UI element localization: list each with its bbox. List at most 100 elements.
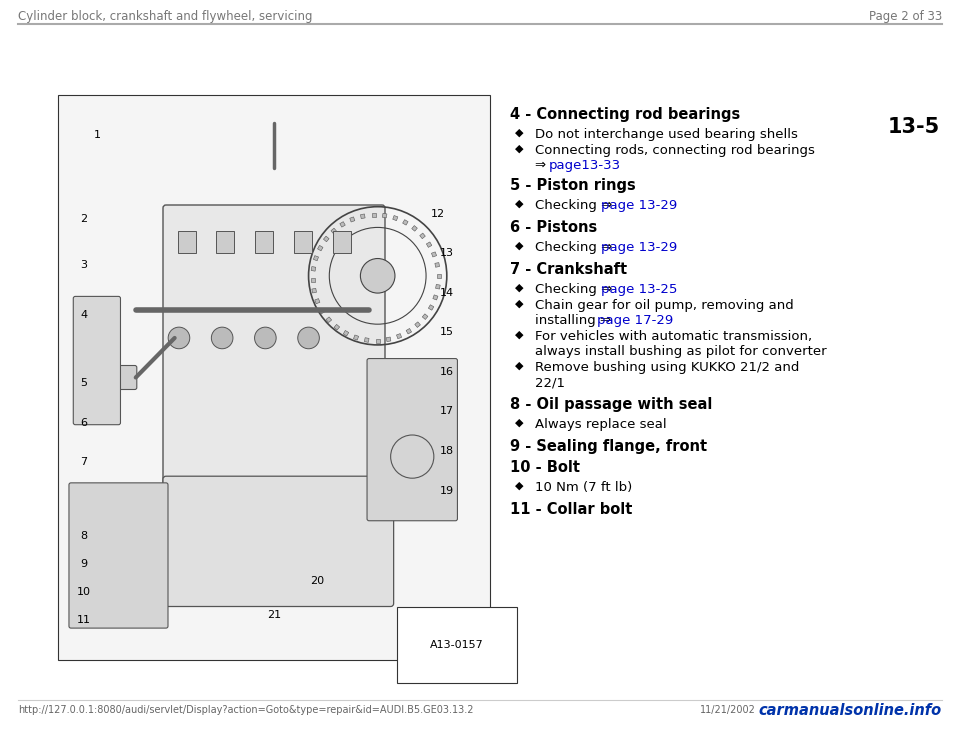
FancyBboxPatch shape (163, 205, 385, 493)
Text: carmanualsonline.info: carmanualsonline.info (758, 703, 942, 718)
Text: 11: 11 (77, 615, 91, 626)
Bar (313, 256, 319, 260)
Bar (437, 274, 441, 278)
Circle shape (168, 327, 190, 349)
Text: Checking ⇒: Checking ⇒ (535, 241, 616, 254)
Bar (372, 213, 375, 217)
Text: 7 - Crankshaft: 7 - Crankshaft (510, 262, 627, 277)
Circle shape (254, 327, 276, 349)
Text: 22/1: 22/1 (535, 376, 565, 389)
Text: A13-0157: A13-0157 (430, 640, 484, 650)
Circle shape (360, 258, 395, 293)
Bar (349, 217, 355, 222)
Text: 2: 2 (81, 214, 87, 224)
Text: Do not interchange used bearing shells: Do not interchange used bearing shells (535, 128, 798, 141)
Bar (431, 252, 437, 257)
Bar (318, 246, 323, 251)
Text: ◆: ◆ (515, 199, 523, 209)
Text: Always replace seal: Always replace seal (535, 418, 666, 431)
Text: 9 - Sealing flange, front: 9 - Sealing flange, front (510, 439, 708, 454)
Text: 6: 6 (81, 418, 87, 427)
Text: Cylinder block, crankshaft and flywheel, servicing: Cylinder block, crankshaft and flywheel,… (18, 10, 313, 23)
Text: ◆: ◆ (515, 241, 523, 251)
Text: Remove bushing using KUKKO 21/2 and: Remove bushing using KUKKO 21/2 and (535, 361, 800, 374)
Circle shape (211, 327, 233, 349)
Text: 10: 10 (77, 587, 91, 597)
Text: 8 - Oil passage with seal: 8 - Oil passage with seal (510, 397, 712, 412)
Text: always install bushing as pilot for converter: always install bushing as pilot for conv… (535, 345, 827, 358)
Bar (178, 232, 196, 253)
Bar (415, 322, 420, 327)
Bar (412, 226, 418, 232)
Bar (311, 278, 315, 282)
Text: 17: 17 (440, 407, 454, 416)
Text: ◆: ◆ (515, 330, 523, 340)
Text: 10 - Bolt: 10 - Bolt (510, 460, 580, 475)
Bar (312, 289, 317, 293)
Text: 21: 21 (267, 610, 281, 620)
Bar (320, 308, 325, 314)
Text: page 13-29: page 13-29 (601, 199, 677, 212)
Bar (386, 337, 391, 341)
Text: 13: 13 (440, 249, 454, 258)
Bar (361, 214, 365, 219)
Bar (382, 213, 387, 218)
Bar (375, 338, 380, 343)
Bar (217, 232, 234, 253)
Text: 7: 7 (81, 457, 87, 467)
Text: 19: 19 (440, 485, 454, 496)
Bar (324, 236, 329, 242)
Bar (58, 95, 490, 660)
Bar (420, 233, 425, 239)
Text: 5 - Piston rings: 5 - Piston rings (510, 178, 636, 193)
Text: page 17-29: page 17-29 (597, 314, 673, 327)
Bar (331, 228, 337, 234)
Bar (334, 324, 340, 330)
Text: 15: 15 (440, 327, 454, 338)
Text: 4: 4 (81, 310, 87, 321)
Text: Chain gear for oil pump, removing and: Chain gear for oil pump, removing and (535, 299, 794, 312)
Text: 5: 5 (81, 378, 87, 388)
Text: For vehicles with automatic transmission,: For vehicles with automatic transmission… (535, 330, 812, 343)
Text: Connecting rods, connecting rod bearings: Connecting rods, connecting rod bearings (535, 144, 815, 157)
Bar (393, 215, 397, 220)
Text: ⇒: ⇒ (535, 159, 550, 172)
Text: 18: 18 (440, 446, 454, 456)
Text: 11/21/2002: 11/21/2002 (700, 705, 756, 715)
Bar (433, 295, 438, 300)
FancyBboxPatch shape (108, 366, 137, 390)
Bar (255, 232, 274, 253)
Text: 20: 20 (310, 576, 324, 586)
Text: ◆: ◆ (515, 128, 523, 138)
Text: 6 - Pistons: 6 - Pistons (510, 220, 597, 235)
Text: ◆: ◆ (515, 481, 523, 491)
Text: 3: 3 (81, 260, 87, 269)
Bar (436, 284, 441, 289)
FancyBboxPatch shape (367, 358, 457, 521)
Text: 4 - Connecting rod bearings: 4 - Connecting rod bearings (510, 107, 740, 122)
Bar (311, 266, 316, 271)
Bar (428, 305, 434, 310)
FancyBboxPatch shape (163, 476, 394, 606)
Text: 14: 14 (440, 288, 454, 298)
Bar (396, 334, 401, 338)
Bar (406, 329, 412, 334)
Bar (353, 335, 359, 340)
Bar (333, 232, 351, 253)
Text: Checking ⇒: Checking ⇒ (535, 199, 616, 212)
Text: Checking ⇒: Checking ⇒ (535, 283, 616, 296)
Text: 11 - Collar bolt: 11 - Collar bolt (510, 502, 633, 517)
Text: ◆: ◆ (515, 144, 523, 154)
FancyBboxPatch shape (69, 483, 168, 628)
Text: ◆: ◆ (515, 418, 523, 428)
Text: page 13-25: page 13-25 (601, 283, 678, 296)
Bar (435, 263, 440, 267)
Text: 10 Nm (7 ft lb): 10 Nm (7 ft lb) (535, 481, 633, 494)
Text: installing ⇒: installing ⇒ (535, 314, 615, 327)
Bar (426, 242, 432, 247)
Bar (340, 222, 346, 227)
Text: 8: 8 (81, 531, 87, 541)
Bar (294, 232, 312, 253)
Text: ◆: ◆ (515, 283, 523, 293)
Text: ◆: ◆ (515, 299, 523, 309)
